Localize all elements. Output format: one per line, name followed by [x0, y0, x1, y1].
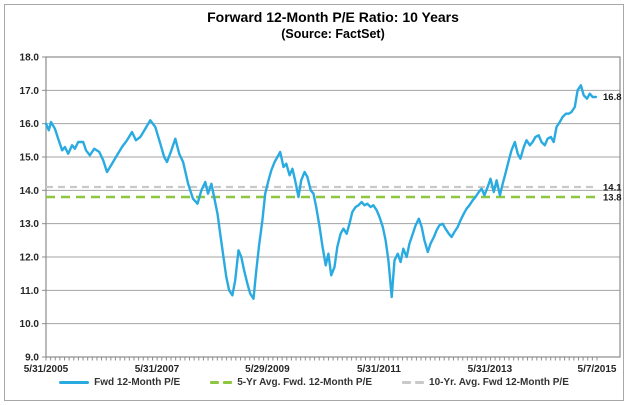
- chart-header: Forward 12-Month P/E Ratio: 10 Years (So…: [46, 9, 620, 42]
- chart-title: Forward 12-Month P/E Ratio: 10 Years: [207, 9, 459, 25]
- svg-text:11.0: 11.0: [20, 286, 39, 297]
- svg-text:14.1: 14.1: [603, 183, 622, 194]
- chart-subtitle: (Source: FactSet): [281, 26, 385, 41]
- svg-text:12.0: 12.0: [20, 253, 40, 264]
- svg-text:14.0: 14.0: [20, 186, 40, 197]
- svg-text:18.0: 18.0: [20, 53, 40, 64]
- legend-label: 5-Yr Avg. Fwd. 12-Month P/E: [237, 377, 373, 388]
- legend-item-10yr-avg: 10-Yr. Avg. Fwd 12-Month P/E: [402, 377, 569, 388]
- legend-label: 10-Yr. Avg. Fwd 12-Month P/E: [429, 377, 569, 388]
- svg-text:5/29/2009: 5/29/2009: [245, 364, 290, 375]
- svg-text:17.0: 17.0: [20, 86, 40, 97]
- solid-line-swatch-icon: [59, 381, 90, 384]
- svg-text:5/7/2015: 5/7/2015: [578, 364, 617, 375]
- legend-item-fwd-pe: Fwd 12-Month P/E: [59, 377, 180, 388]
- svg-text:16.8: 16.8: [603, 92, 622, 103]
- svg-text:5/31/2011: 5/31/2011: [357, 364, 401, 375]
- svg-text:16.0: 16.0: [20, 119, 40, 130]
- svg-text:5/31/2005: 5/31/2005: [24, 364, 69, 375]
- dashed-line-swatch-icon: [402, 380, 425, 385]
- svg-text:13.8: 13.8: [603, 193, 622, 204]
- svg-text:9.0: 9.0: [25, 353, 39, 364]
- svg-text:15.0: 15.0: [20, 153, 40, 164]
- svg-text:5/31/2013: 5/31/2013: [468, 364, 513, 375]
- legend-label: Fwd 12-Month P/E: [94, 377, 181, 388]
- dashed-line-swatch-icon: [210, 380, 233, 385]
- svg-text:13.0: 13.0: [20, 219, 40, 230]
- svg-text:10.0: 10.0: [20, 319, 40, 330]
- chart-legend: Fwd 12-Month P/E 5-Yr Avg. Fwd. 12-Month…: [0, 377, 628, 388]
- svg-text:5/31/2007: 5/31/2007: [135, 364, 180, 375]
- legend-item-5yr-avg: 5-Yr Avg. Fwd. 12-Month P/E: [210, 377, 372, 388]
